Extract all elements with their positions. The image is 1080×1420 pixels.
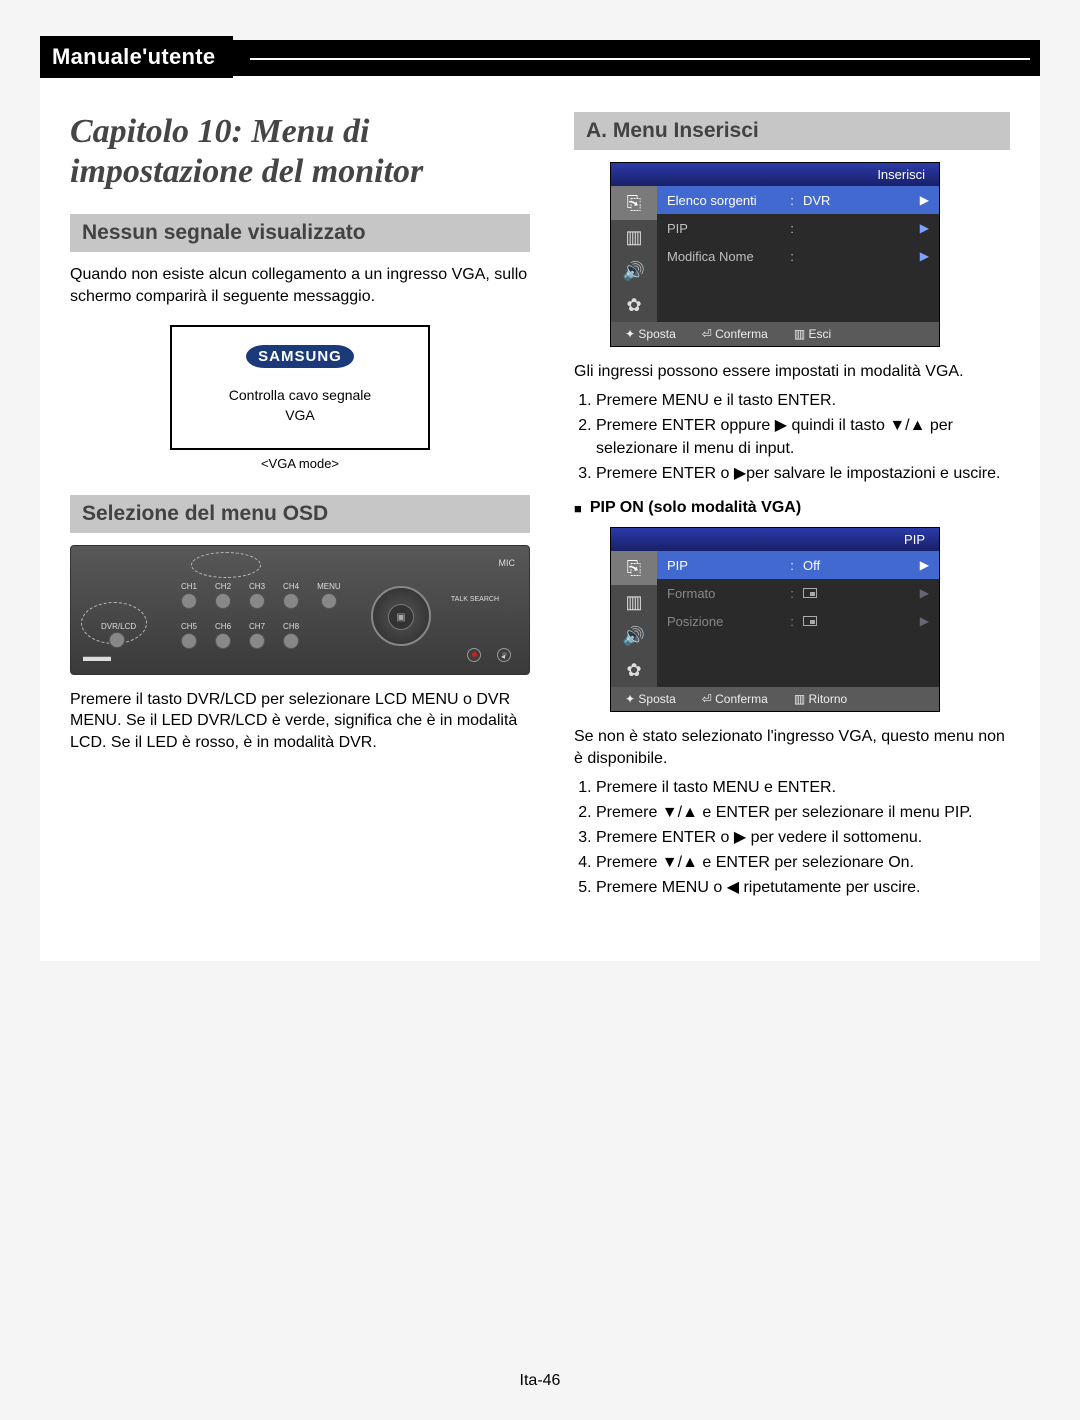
setup-icon-2[interactable]: ✿ — [611, 653, 657, 687]
ch8-btn[interactable] — [283, 633, 299, 649]
step1-3: Premere ENTER o ▶per salvare le impostaz… — [596, 462, 1010, 485]
osd1-row-sorgenti[interactable]: Elenco sorgenti: DVR▶ — [657, 186, 939, 214]
sound-icon[interactable]: 🔊 — [611, 254, 657, 288]
osd1-row-pip[interactable]: PIP: ▶ — [657, 214, 939, 242]
ch5-btn[interactable] — [181, 633, 197, 649]
flag-icon: ▬▬ — [83, 648, 111, 664]
section-osd-select: Selezione del menu OSD — [70, 495, 530, 533]
input-icon[interactable]: ⎘ — [611, 186, 657, 220]
osd2-footer: ✦ Sposta ⏎ Conferma ▥ Ritorno — [611, 687, 939, 711]
ch7-btn[interactable] — [249, 633, 265, 649]
pip-intro: Se non è stato selezionato l'ingresso VG… — [574, 726, 1010, 769]
nav-wheel[interactable]: ▣ — [371, 586, 431, 646]
pip-heading: ■ PIP ON (solo modalità VGA) — [574, 499, 1010, 519]
ch2-label: CH2 — [215, 582, 231, 591]
left-column: Capitolo 10: Menu di impostazione del mo… — [70, 112, 530, 901]
signal-msg2: VGA — [172, 406, 428, 426]
ch6-btn[interactable] — [215, 633, 231, 649]
header-tab: Manuale'utente — [40, 36, 233, 78]
dvrlcd-label: DVR/LCD — [101, 622, 136, 631]
ch1-btn[interactable] — [181, 593, 197, 609]
ch-row-bot: CH5 CH6 CH7 CH8 — [181, 622, 299, 649]
header-line — [250, 58, 1030, 60]
ch2-btn[interactable] — [215, 593, 231, 609]
section-menu-inserisci: A. Menu Inserisci — [574, 112, 1010, 150]
ch3-btn[interactable] — [249, 593, 265, 609]
menu-btn[interactable] — [321, 593, 337, 609]
signal-caption: <VGA mode> — [70, 456, 530, 471]
inserisci-steps: Premere MENU e il tasto ENTER. Premere E… — [574, 389, 1010, 486]
step2-1: Premere il tasto MENU e ENTER. — [596, 776, 1010, 799]
ch4-btn[interactable] — [283, 593, 299, 609]
osd1-row-modnome[interactable]: Modifica Nome: ▶ — [657, 242, 939, 270]
ch6-label: CH6 — [215, 622, 231, 631]
osd2-icons: ⎘ ▥ 🔊 ✿ — [611, 551, 657, 687]
talk-search-label: TALK SEARCH — [451, 596, 499, 603]
osd2-row-posizione[interactable]: Posizione: ▶ — [657, 607, 939, 635]
osd2-row-formato[interactable]: Formato: ▶ — [657, 579, 939, 607]
osd1-rows: Elenco sorgenti: DVR▶ PIP: ▶ Modifica No… — [657, 186, 939, 322]
pip-steps: Premere il tasto MENU e ENTER. Premere ▼… — [574, 776, 1010, 900]
right-column: A. Menu Inserisci Inserisci ⎘ ▥ 🔊 ✿ Elen… — [574, 112, 1010, 901]
signal-frame: SAMSUNG Controlla cavo segnale VGA — [170, 325, 430, 449]
jack-1[interactable] — [467, 648, 481, 662]
osd-select-text: Premere il tasto DVR/LCD per selezionare… — [70, 689, 530, 754]
osd1-foot-move: ✦ Sposta — [625, 327, 676, 341]
osd2-row-pip[interactable]: PIP: Off▶ — [657, 551, 939, 579]
picture-icon[interactable]: ▥ — [611, 220, 657, 254]
ch7-label: CH7 — [249, 622, 265, 631]
section-no-signal: Nessun segnale visualizzato — [70, 214, 530, 252]
dash-oval-1 — [191, 552, 261, 578]
dvrlcd-btn[interactable] — [109, 632, 125, 648]
ch4-label: CH4 — [283, 582, 299, 591]
ch-row-top: CH1 CH2 CH3 CH4 MENU — [181, 582, 341, 609]
page-number: Ita-46 — [0, 1372, 1080, 1390]
osd2-foot-ok: ⏎ Conferma — [702, 692, 768, 706]
menu-label: MENU — [317, 582, 341, 591]
jack-2[interactable]: ◂ — [497, 648, 511, 662]
step1-2: Premere ENTER oppure ▶ quindi il tasto ▼… — [596, 414, 1010, 460]
step2-5: Premere MENU o ◀ ripetutamente per uscir… — [596, 876, 1010, 899]
no-signal-text: Quando non esiste alcun collegamento a u… — [70, 264, 530, 307]
samsung-logo: SAMSUNG — [246, 345, 354, 368]
step2-3: Premere ENTER o ▶ per vedere il sottomen… — [596, 826, 1010, 849]
inserisci-intro: Gli ingressi possono essere impostati in… — [574, 361, 1010, 383]
osd-pip: PIP ⎘ ▥ 🔊 ✿ PIP: Off▶ Format — [610, 527, 940, 712]
step2-4: Premere ▼/▲ e ENTER per selezionare On. — [596, 851, 1010, 874]
ch5-label: CH5 — [181, 622, 197, 631]
ch3-label: CH3 — [249, 582, 265, 591]
setup-icon[interactable]: ✿ — [611, 288, 657, 322]
pip-heading-text: PIP ON (solo modalità VGA) — [590, 499, 801, 519]
osd-inserisci: Inserisci ⎘ ▥ 🔊 ✿ Elenco sorgenti: DVR▶ — [610, 162, 940, 347]
dvr-panel: MIC CH1 CH2 CH3 CH4 MENU DVR/LCD CH5 CH6… — [70, 545, 530, 675]
ch1-label: CH1 — [181, 582, 197, 591]
mic-label: MIC — [499, 558, 516, 568]
osd1-footer: ✦ Sposta ⏎ Conferma ▥ Esci — [611, 322, 939, 346]
picture-icon-2[interactable]: ▥ — [611, 585, 657, 619]
header-band: Manuale'utente — [40, 40, 1040, 76]
osd2-foot-back: ▥ Ritorno — [794, 692, 847, 706]
step1-1: Premere MENU e il tasto ENTER. — [596, 389, 1010, 412]
ch8-label: CH8 — [283, 622, 299, 631]
input-icon-2[interactable]: ⎘ — [611, 551, 657, 585]
osd2-foot-move: ✦ Sposta — [625, 692, 676, 706]
step2-2: Premere ▼/▲ e ENTER per selezionare il m… — [596, 801, 1010, 824]
osd2-rows: PIP: Off▶ Formato: ▶ Posizione: ▶ — [657, 551, 939, 687]
osd1-title: Inserisci — [611, 163, 939, 186]
osd1-foot-ok: ⏎ Conferma — [702, 327, 768, 341]
chapter-title: Capitolo 10: Menu di impostazione del mo… — [70, 112, 530, 192]
sound-icon-2[interactable]: 🔊 — [611, 619, 657, 653]
osd1-icons: ⎘ ▥ 🔊 ✿ — [611, 186, 657, 322]
signal-msg1: Controlla cavo segnale — [172, 386, 428, 406]
osd1-foot-exit: ▥ Esci — [794, 327, 831, 341]
osd2-title: PIP — [611, 528, 939, 551]
